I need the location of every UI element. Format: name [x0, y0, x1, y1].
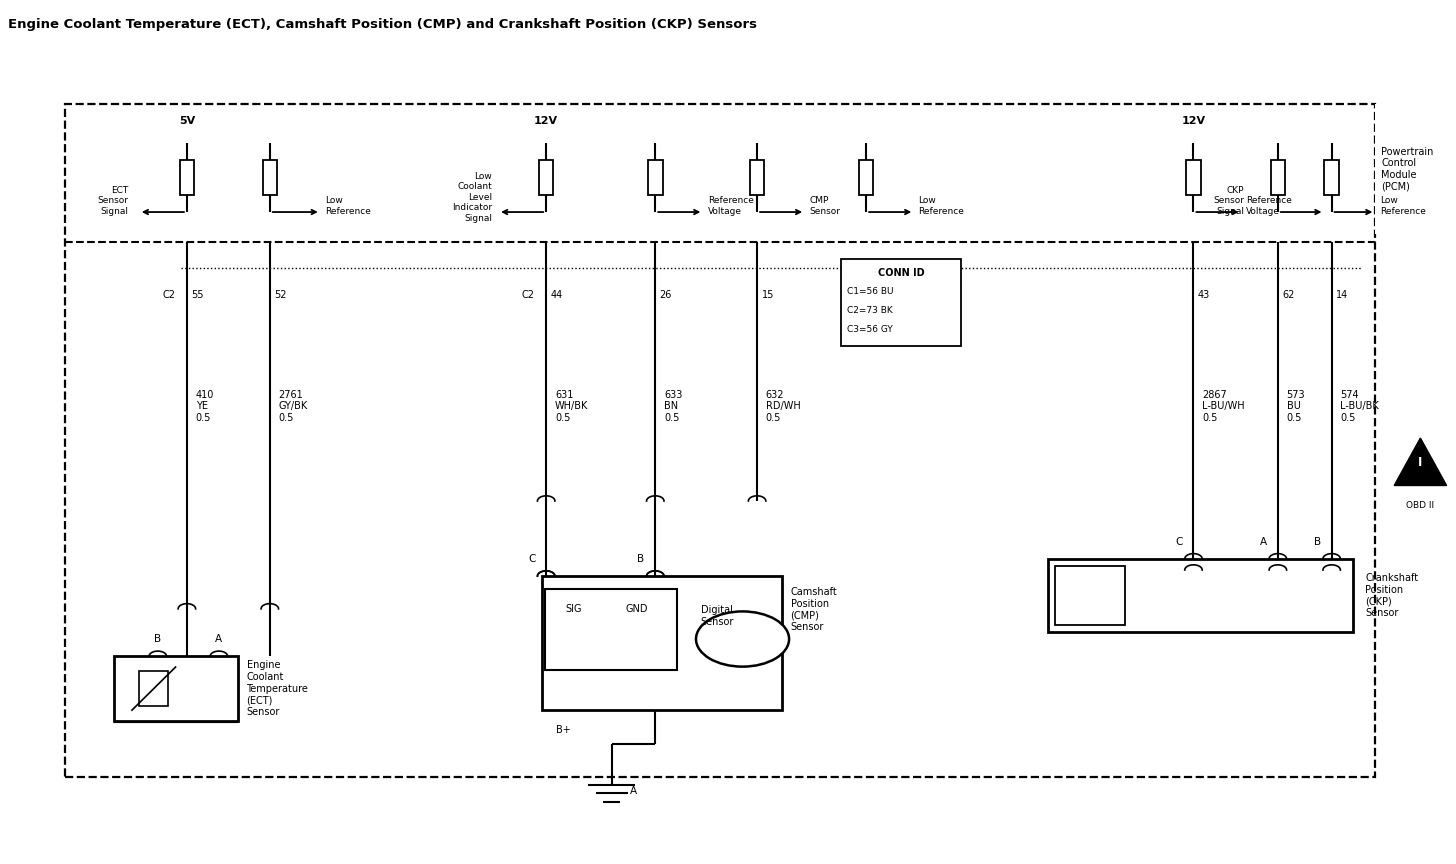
Text: A: A	[1259, 537, 1267, 547]
Text: Low
Reference: Low Reference	[325, 196, 371, 216]
Text: B: B	[154, 634, 162, 645]
Text: C1=56 BU: C1=56 BU	[847, 287, 894, 296]
Text: 410
YE
0.5: 410 YE 0.5	[195, 390, 214, 422]
Text: C2: C2	[162, 289, 175, 300]
Text: Crankshaft
Position
(CKP)
Sensor: Crankshaft Position (CKP) Sensor	[1366, 573, 1418, 618]
Text: SIG: SIG	[565, 605, 582, 614]
Bar	[179, 161, 194, 194]
Bar	[64, 105, 1376, 777]
Text: 12V: 12V	[1181, 117, 1206, 126]
Text: 2867
L-BU/WH
0.5: 2867 L-BU/WH 0.5	[1203, 390, 1245, 422]
Bar	[1056, 566, 1125, 626]
Text: 633
BN
0.5: 633 BN 0.5	[664, 390, 683, 422]
Bar	[140, 671, 169, 706]
Text: Low
Coolant
Level
Indicator
Signal: Low Coolant Level Indicator Signal	[453, 172, 492, 223]
Bar	[859, 161, 874, 194]
Text: GND: GND	[626, 605, 648, 614]
Text: 573
BU
0.5: 573 BU 0.5	[1287, 390, 1305, 422]
Bar	[1271, 161, 1286, 194]
Bar	[1376, 105, 1456, 233]
Text: B: B	[638, 554, 645, 564]
Text: 14: 14	[1337, 289, 1348, 300]
Text: 574
L-BU/BK
0.5: 574 L-BU/BK 0.5	[1341, 390, 1379, 422]
Bar	[1187, 161, 1201, 194]
Text: 2761
GY/BK
0.5: 2761 GY/BK 0.5	[278, 390, 307, 422]
Text: B: B	[1313, 537, 1321, 547]
Text: 52: 52	[274, 289, 287, 300]
Text: C3=56 GY: C3=56 GY	[847, 325, 893, 334]
Bar	[542, 576, 782, 709]
Bar	[1048, 559, 1354, 632]
Text: 631
WH/BK
0.5: 631 WH/BK 0.5	[555, 390, 588, 422]
Bar	[648, 161, 662, 194]
Bar	[545, 589, 677, 670]
Text: Low
Reference: Low Reference	[919, 196, 964, 216]
Text: C: C	[529, 554, 536, 564]
Polygon shape	[1395, 438, 1447, 486]
Bar	[750, 161, 764, 194]
Circle shape	[696, 612, 789, 667]
Text: 43: 43	[1198, 289, 1210, 300]
Bar	[539, 161, 553, 194]
Text: Engine Coolant Temperature (ECT), Camshaft Position (CMP) and Crankshaft Positio: Engine Coolant Temperature (ECT), Camsha…	[7, 18, 757, 31]
Text: 15: 15	[761, 289, 773, 300]
Bar	[1325, 161, 1340, 194]
Text: Digital
Sensor: Digital Sensor	[700, 606, 734, 627]
Bar	[842, 259, 961, 346]
Text: B+: B+	[556, 725, 571, 735]
Text: Reference
Voltage: Reference Voltage	[708, 196, 754, 216]
Text: Powertrain
Control
Module
(PCM): Powertrain Control Module (PCM)	[1382, 147, 1434, 191]
Text: A: A	[215, 634, 223, 645]
Text: Reference
Voltage: Reference Voltage	[1246, 196, 1291, 216]
Text: C2=73 BK: C2=73 BK	[847, 306, 893, 315]
Text: C2: C2	[521, 289, 534, 300]
Text: CKP
Sensor
Signal: CKP Sensor Signal	[1213, 186, 1245, 216]
Text: 12V: 12V	[534, 117, 558, 126]
Text: ECT
Sensor
Signal: ECT Sensor Signal	[98, 186, 128, 216]
Text: 62: 62	[1283, 289, 1294, 300]
Text: I: I	[1418, 455, 1423, 468]
Text: Engine
Coolant
Temperature
(ECT)
Sensor: Engine Coolant Temperature (ECT) Sensor	[246, 660, 309, 717]
Text: OBD II: OBD II	[1406, 501, 1434, 510]
Text: C: C	[1175, 537, 1182, 547]
Text: 44: 44	[550, 289, 563, 300]
Bar	[114, 657, 237, 721]
Text: A: A	[630, 785, 638, 796]
Text: Low
Reference: Low Reference	[1380, 196, 1425, 216]
Text: CONN ID: CONN ID	[878, 268, 925, 278]
Text: 55: 55	[191, 289, 204, 300]
Text: Camshaft
Position
(CMP)
Sensor: Camshaft Position (CMP) Sensor	[791, 587, 837, 632]
Text: CMP
Sensor: CMP Sensor	[810, 196, 840, 216]
Text: 26: 26	[660, 289, 673, 300]
Text: 5V: 5V	[179, 117, 195, 126]
Bar	[262, 161, 277, 194]
Text: 632
RD/WH
0.5: 632 RD/WH 0.5	[766, 390, 801, 422]
